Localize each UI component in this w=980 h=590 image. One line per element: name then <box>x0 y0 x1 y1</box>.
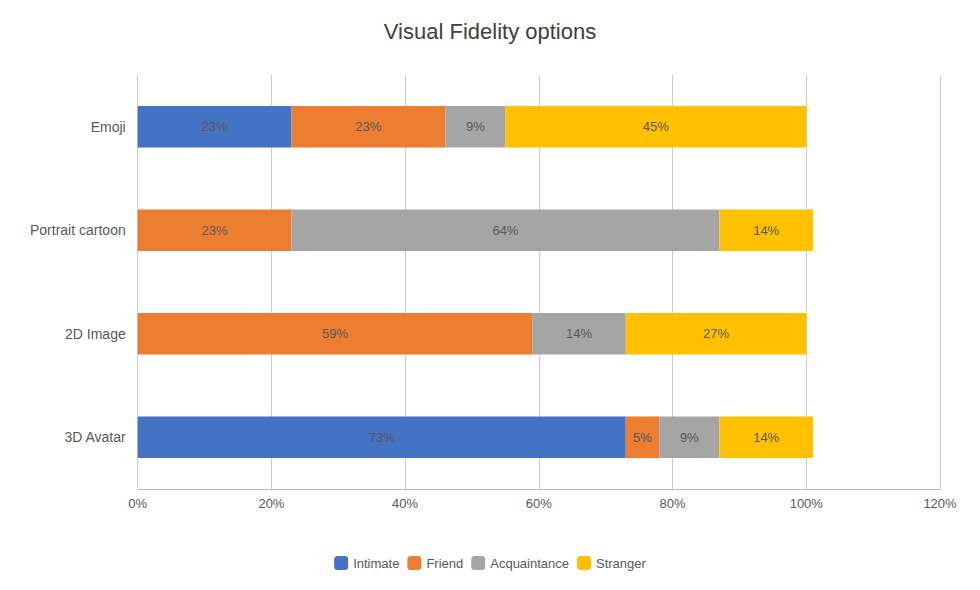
svg-text:23%: 23% <box>202 223 228 238</box>
svg-text:64%: 64% <box>492 223 518 238</box>
svg-text:2D Image: 2D Image <box>65 326 126 342</box>
svg-text:14%: 14% <box>753 223 779 238</box>
svg-text:23%: 23% <box>355 119 381 134</box>
svg-text:73%: 73% <box>369 430 395 445</box>
svg-text:23%: 23% <box>202 119 228 134</box>
svg-text:20%: 20% <box>258 496 284 511</box>
svg-text:5%: 5% <box>633 430 652 445</box>
svg-text:80%: 80% <box>660 496 686 511</box>
svg-text:120%: 120% <box>923 496 957 511</box>
svg-text:Stranger: Stranger <box>596 556 647 571</box>
svg-text:Friend: Friend <box>426 556 463 571</box>
svg-text:Emoji: Emoji <box>91 119 126 135</box>
svg-text:59%: 59% <box>322 326 348 341</box>
svg-text:27%: 27% <box>703 326 729 341</box>
svg-text:60%: 60% <box>526 496 552 511</box>
svg-text:Intimate: Intimate <box>353 556 399 571</box>
svg-text:40%: 40% <box>392 496 418 511</box>
svg-text:100%: 100% <box>790 496 824 511</box>
svg-text:0%: 0% <box>128 496 147 511</box>
svg-text:Portrait cartoon: Portrait cartoon <box>30 222 126 238</box>
svg-text:Acquaintance: Acquaintance <box>490 556 569 571</box>
svg-text:Visual Fidelity options: Visual Fidelity options <box>384 19 596 44</box>
svg-text:9%: 9% <box>466 119 485 134</box>
svg-text:45%: 45% <box>643 119 669 134</box>
svg-text:14%: 14% <box>566 326 592 341</box>
svg-text:9%: 9% <box>680 430 699 445</box>
svg-text:3D Avatar: 3D Avatar <box>64 429 126 445</box>
svg-text:14%: 14% <box>753 430 779 445</box>
